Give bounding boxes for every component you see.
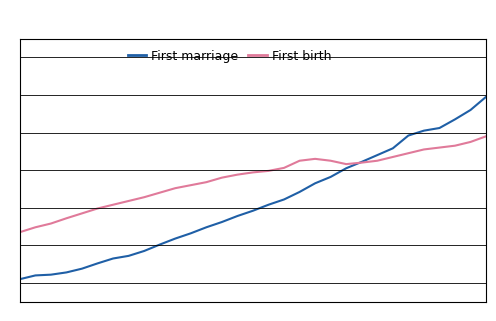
First birth bbox=[405, 151, 411, 155]
First marriage bbox=[157, 243, 163, 247]
First birth bbox=[32, 225, 38, 229]
First marriage bbox=[281, 197, 287, 201]
First birth bbox=[436, 146, 442, 150]
First marriage bbox=[48, 273, 54, 277]
First marriage bbox=[250, 209, 256, 213]
First marriage bbox=[436, 126, 442, 130]
First birth bbox=[359, 161, 365, 165]
First birth bbox=[312, 157, 318, 161]
First birth bbox=[468, 140, 474, 144]
First birth bbox=[141, 195, 147, 199]
First marriage bbox=[343, 166, 349, 170]
First birth bbox=[235, 173, 241, 177]
First birth bbox=[63, 216, 69, 220]
First birth bbox=[219, 176, 225, 179]
First marriage bbox=[63, 271, 69, 274]
First marriage bbox=[312, 181, 318, 185]
First birth bbox=[421, 148, 427, 152]
First birth bbox=[374, 159, 380, 163]
First marriage bbox=[468, 108, 474, 112]
First marriage bbox=[328, 175, 334, 179]
First marriage bbox=[17, 277, 23, 281]
First marriage bbox=[203, 225, 209, 229]
First marriage bbox=[235, 214, 241, 218]
Legend: First marriage, First birth: First marriage, First birth bbox=[123, 45, 337, 68]
First marriage bbox=[359, 160, 365, 164]
First birth bbox=[390, 155, 396, 159]
First birth bbox=[110, 203, 116, 207]
First birth bbox=[250, 170, 256, 174]
First birth bbox=[297, 159, 303, 163]
First marriage bbox=[219, 220, 225, 224]
First birth bbox=[483, 134, 489, 138]
First marriage bbox=[297, 190, 303, 194]
First birth bbox=[188, 183, 194, 187]
First marriage bbox=[95, 262, 101, 265]
First birth bbox=[452, 144, 458, 148]
First marriage bbox=[79, 267, 85, 271]
First birth bbox=[48, 221, 54, 225]
Line: First marriage: First marriage bbox=[20, 97, 486, 279]
First marriage bbox=[483, 95, 489, 99]
First marriage bbox=[125, 254, 131, 258]
First birth bbox=[343, 162, 349, 166]
First marriage bbox=[265, 203, 271, 207]
First birth bbox=[328, 159, 334, 163]
First birth bbox=[79, 212, 85, 215]
First birth bbox=[265, 169, 271, 173]
First birth bbox=[125, 199, 131, 203]
First marriage bbox=[188, 231, 194, 235]
First marriage bbox=[32, 273, 38, 277]
First marriage bbox=[172, 237, 178, 240]
First birth bbox=[203, 180, 209, 184]
Line: First birth: First birth bbox=[20, 136, 486, 232]
First marriage bbox=[110, 256, 116, 260]
First birth bbox=[157, 191, 163, 195]
First birth bbox=[17, 230, 23, 234]
First marriage bbox=[390, 146, 396, 150]
First marriage bbox=[141, 249, 147, 253]
First marriage bbox=[405, 134, 411, 137]
First marriage bbox=[374, 153, 380, 157]
First marriage bbox=[421, 129, 427, 133]
First marriage bbox=[452, 117, 458, 121]
First birth bbox=[95, 206, 101, 210]
First birth bbox=[172, 186, 178, 190]
First birth bbox=[281, 166, 287, 170]
